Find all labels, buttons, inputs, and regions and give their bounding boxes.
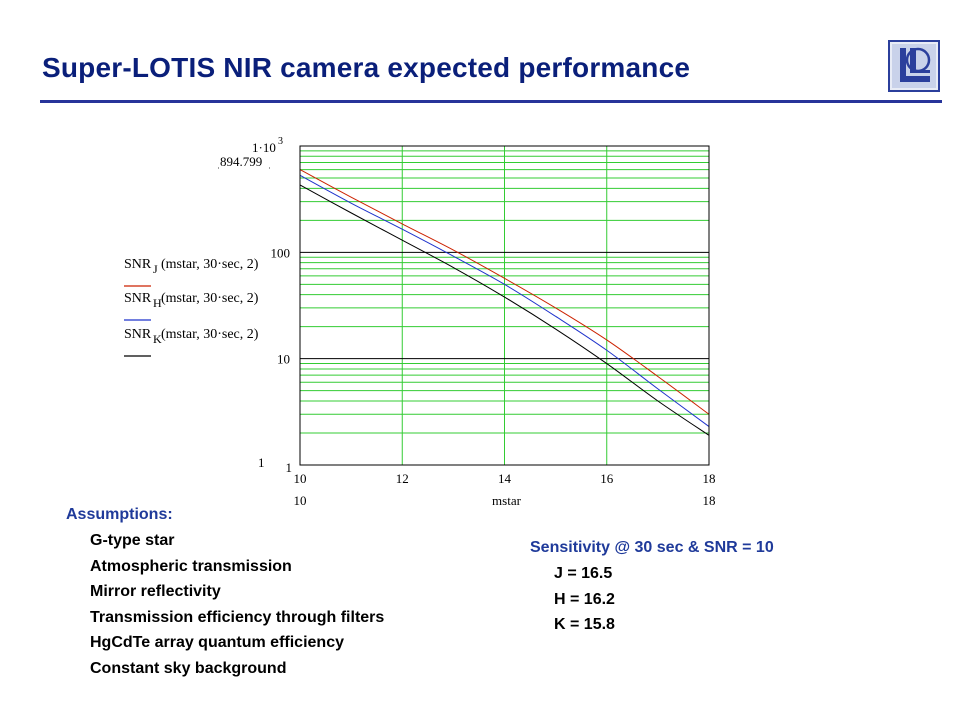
legend-label-subscript: K — [153, 332, 162, 346]
sensitivity-heading: Sensitivity @ 30 sec & SNR = 10 — [530, 539, 774, 556]
x-axis-label: mstar — [492, 493, 522, 508]
legend-label-prefix: SNR — [124, 291, 152, 306]
assumption-item: Transmission efficiency through filters — [90, 608, 385, 626]
llnl-logo-icon — [888, 40, 940, 92]
legend-label-args: (mstar, 30·sec, 2) — [161, 291, 259, 306]
legend-label-args: (mstar, 30·sec, 2) — [161, 327, 259, 342]
x-range-min-label: 10 — [294, 493, 307, 508]
slide-title: Super-LOTIS NIR camera expected performa… — [42, 52, 691, 83]
assumption-item: Atmospheric transmission — [90, 557, 292, 575]
y-tick-label: 100 — [271, 245, 291, 260]
legend-entry-j: SNR J (mstar, 30·sec, 2) — [124, 257, 259, 287]
y-range-min-label: 1 — [258, 455, 265, 470]
x-range-max-label: 18 — [703, 493, 716, 508]
chart-series — [299, 169, 710, 436]
chart-legend: SNR J (mstar, 30·sec, 2)SNR H (mstar, 30·sec… — [124, 257, 259, 357]
series-line-j — [299, 169, 710, 415]
assumptions-list: G-type star Atmospheric transmission Mirro… — [90, 528, 384, 681]
x-tick-label: 18 — [703, 471, 716, 486]
legend-entry-h: SNR H (mstar, 30·sec, 2) — [124, 291, 259, 321]
x-tick-label: 12 — [396, 471, 409, 486]
legend-label-subscript: H — [153, 296, 162, 310]
sensitivity-item: H = 16.2 — [554, 590, 615, 608]
assumptions-heading: Assumptions: — [66, 506, 173, 523]
plot-frame — [299, 145, 710, 466]
sensitivity-item: K = 15.8 — [554, 616, 615, 633]
chart-frame — [299, 145, 710, 466]
legend-label-args: (mstar, 30·sec, 2) — [161, 257, 259, 272]
legend-label-prefix: SNR — [124, 257, 152, 272]
series-line-h — [299, 174, 710, 427]
sensitivity-item: J = 16.5 — [554, 565, 613, 582]
y-range-max-label: 894.799 — [220, 154, 262, 169]
title-underline — [40, 100, 942, 103]
y-top-tick-label: 1·10 — [252, 140, 276, 155]
y-bottom-tick-label: 1 — [286, 460, 293, 475]
chart-grid — [299, 146, 710, 465]
assumption-item: HgCdTe array quantum efficiency — [90, 634, 344, 651]
series-line-k — [299, 184, 710, 436]
legend-label-prefix: SNR — [124, 327, 152, 342]
sensitivity-list: J = 16.5 H = 16.2 K = 15.8 — [554, 561, 615, 638]
legend-entry-k: SNR K (mstar, 30·sec, 2) — [124, 327, 259, 357]
legend-label-subscript: J — [153, 262, 158, 276]
x-tick-label: 14 — [498, 471, 512, 486]
x-tick-label: 16 — [600, 471, 614, 486]
assumption-item: Mirror reflectivity — [90, 583, 221, 600]
y-top-tick-exponent: 3 — [278, 136, 283, 147]
y-tick-label: 10 — [277, 352, 290, 367]
x-tick-label: 10 — [294, 471, 307, 486]
chart-labels: 10 12 14 16 18 10 18 mstar 10 100 1·10 3 1 894.799 1 — [218, 136, 716, 508]
assumption-item: G-type star — [90, 532, 175, 549]
assumption-item: Constant sky background — [90, 659, 287, 677]
